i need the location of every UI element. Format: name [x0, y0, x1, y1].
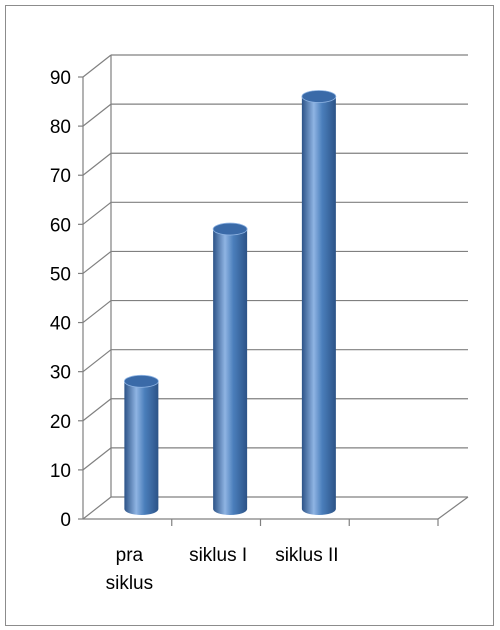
- y-tick-label: 30: [50, 363, 71, 384]
- bar-top: [212, 222, 248, 236]
- x-category-label: siklus: [106, 573, 154, 594]
- y-tick-label: 60: [50, 215, 71, 236]
- bar-body: [301, 96, 336, 515]
- y-tick-label: 70: [50, 166, 71, 187]
- y-tick-label: 0: [60, 510, 71, 531]
- floor-right-edge: [437, 496, 469, 520]
- y-tick-label: 40: [50, 314, 71, 335]
- y-tick-label: 80: [50, 117, 71, 138]
- bar: [212, 222, 248, 516]
- bar-layer: [123, 90, 337, 516]
- y-tick-label: 20: [50, 412, 71, 433]
- bar-body: [124, 381, 159, 515]
- gridline-side: [82, 201, 112, 225]
- bar-top: [123, 374, 159, 388]
- gridline-side: [82, 447, 112, 471]
- gridline-side: [82, 496, 112, 520]
- y-tick-label: 10: [50, 461, 71, 482]
- bar: [301, 90, 337, 515]
- bar-body: [213, 229, 248, 516]
- grid-layer: [82, 54, 468, 520]
- gridline-side: [82, 54, 112, 78]
- gridline-side: [82, 103, 112, 127]
- y-tick-label: 50: [50, 264, 71, 285]
- bar-chart: 0 10 20 30 40 50 60 70 80 90 pra siklus siklus I sikl…: [50, 54, 469, 594]
- gridline-side: [82, 250, 112, 274]
- bar: [123, 374, 159, 515]
- label-layer: 0 10 20 30 40 50 60 70 80 90 pra siklus siklus I sikl…: [50, 68, 339, 594]
- y-tick-label: 90: [50, 68, 71, 89]
- gridline-side: [82, 152, 112, 176]
- x-category-label: pra: [116, 545, 144, 566]
- gridline-side: [82, 300, 112, 324]
- x-category-label: siklus I: [189, 545, 247, 566]
- gridline-side: [82, 398, 112, 422]
- chart-frame: 0 10 20 30 40 50 60 70 80 90 pra siklus siklus I sikl…: [5, 5, 494, 626]
- gridline-side: [82, 349, 112, 373]
- axis-layer: [78, 55, 469, 526]
- x-category-label: siklus II: [275, 545, 338, 566]
- bar-top: [301, 90, 337, 103]
